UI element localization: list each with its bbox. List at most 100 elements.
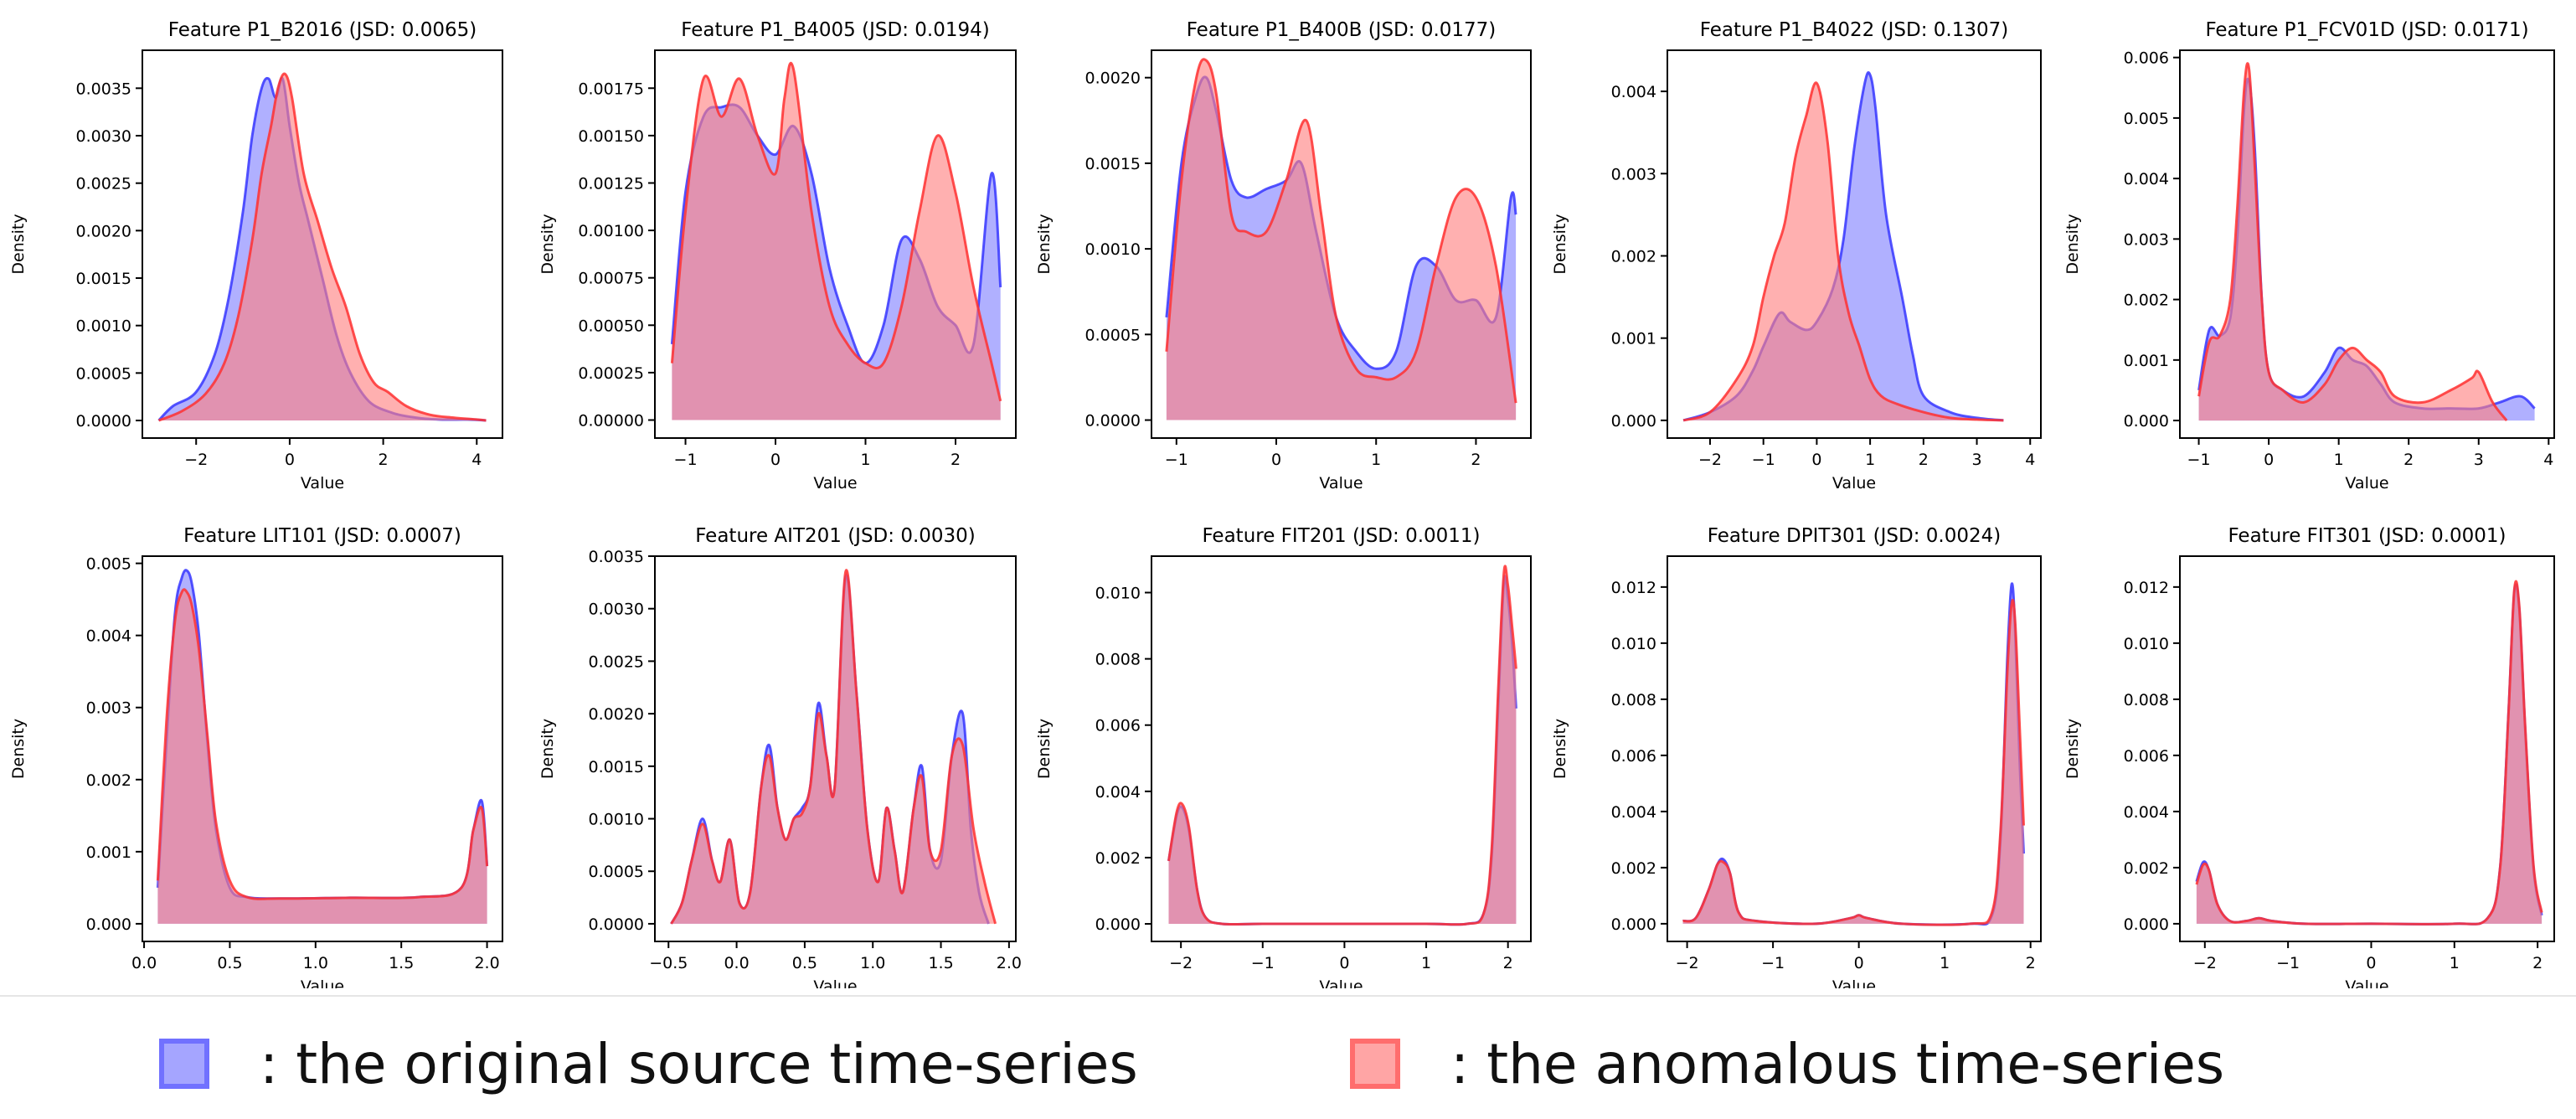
x-axis-label: Value [2345,977,2388,988]
subplot-title: Feature P1_FCV01D (JSD: 0.0171) [2205,19,2528,41]
kde-area-anomalous [158,74,487,420]
x-tick-label: 0 [1339,954,1349,972]
axes-frame [1667,49,2042,439]
x-tick-label: −0.5 [649,954,688,972]
y-tick-label: 0.006 [2124,747,2169,766]
subplot-title: Feature P1_B2016 (JSD: 0.0065) [168,19,477,41]
kde-line-anomalous [157,72,487,422]
legend-label-original: : the original source time-series [260,1031,1138,1096]
y-tick-label: 0.0000 [1085,412,1141,431]
x-axis-label: Value [813,977,857,988]
subplot-title: Feature FIT201 (JSD: 0.0011) [1202,525,1480,547]
y-tick-label: 0.008 [1611,691,1656,709]
y-tick-label: 0.002 [1095,849,1141,868]
y-tick-label: 0.004 [1095,783,1141,802]
x-tick-label: 0 [2366,954,2376,972]
x-tick-label: 3 [2474,451,2484,469]
y-tick-label: 0.003 [2124,230,2169,249]
subplot-title: Feature DPIT301 (JSD: 0.0024) [1708,525,2001,547]
x-tick-label: 3 [1971,451,1981,469]
subplot-9: −2 −1 0 1 2 0.000 0.002 0.004 0.006 0.008 0.010 0.0… [1551,525,2042,988]
subplot-6: 0.0 0.5 1.0 1.5 2.0 0.000 0.001 0.002 0.003 0.004… [9,525,503,988]
y-tick-label: 0.00150 [578,127,644,146]
axes-frame [1151,49,1532,439]
kde-line-original [1167,575,1517,926]
legend: : the original source time-series : the … [0,997,2576,1119]
kde-line-anomalous [2195,580,2543,926]
x-tick-label: 0.5 [792,954,817,972]
kde-area-anomalous [1166,59,1517,420]
x-tick-label: 2 [379,451,389,469]
x-tick-label: 2 [2403,451,2414,469]
subplot-title: Feature P1_B4005 (JSD: 0.0194) [681,19,989,41]
subplot-title: Feature P1_B400B (JSD: 0.0177) [1187,19,1497,41]
subplot-1: −2 0 2 4 0.0000 0.0005 0.0010 0.0015 0.0020 0.002… [9,19,503,492]
x-tick-label: 1.5 [389,954,414,972]
y-tick-label: 0.0010 [1085,240,1141,259]
y-tick-label: 0.002 [2124,291,2169,310]
kde-area-anomalous [1683,82,2004,420]
kde-area-anomalous [2198,63,2507,421]
y-axis-label: Density [9,719,28,779]
y-tick-label: 0.0000 [589,915,644,934]
kde-area-anomalous [672,63,1001,420]
kde-area-anomalous [2196,581,2543,925]
x-tick-label: 4 [2543,451,2553,469]
y-tick-label: 0.0015 [76,270,131,288]
kde-area-anomalous [1168,565,1517,925]
x-tick-label: 0.0 [724,954,749,972]
y-tick-label: 0.004 [86,627,131,646]
y-tick-label: 0.002 [1611,247,1656,266]
y-tick-label: 0.00125 [578,174,644,193]
kde-line-anomalous [670,569,997,925]
x-axis-label: Value [2345,474,2388,492]
y-axis-label: Density [1551,719,1569,779]
axes-frame [654,49,1017,439]
y-tick-label: 0.00000 [578,411,644,430]
x-axis-label: Value [301,474,344,492]
x-tick-label: 1.5 [928,954,953,972]
x-tick-label: 2 [1919,451,1929,469]
kde-area-anomalous [157,589,487,924]
x-tick-label: 2 [1471,451,1481,469]
axes-frame [2179,555,2555,942]
x-tick-label: 1 [860,451,870,469]
subplot-2: −1 0 1 2 0.00000 0.00025 0.00050 0.00075 0.00100… [538,19,1017,492]
x-tick-label: 0.0 [131,954,157,972]
kde-line-anomalous [1682,599,2025,926]
x-tick-label: 0 [1854,954,1864,972]
y-tick-label: 0.0035 [589,548,644,566]
y-tick-label: 0.0025 [589,652,644,671]
y-tick-label: 0.002 [2124,859,2169,878]
y-tick-label: 0.000 [2124,915,2169,934]
x-tick-label: 2 [951,451,961,469]
y-axis-label: Density [2063,719,2082,779]
kde-line-anomalous [1682,81,2004,422]
y-tick-label: 0.008 [1095,651,1141,669]
x-tick-label: −1 [1761,954,1785,972]
x-axis-label: Value [1319,474,1363,492]
y-tick-label: 0.00100 [578,222,644,240]
x-tick-label: −2 [1698,451,1722,469]
kde-area-original [2196,584,2543,925]
x-tick-label: 0 [1271,451,1281,469]
x-axis-label: Value [1319,977,1363,988]
x-tick-label: −1 [2276,954,2300,972]
y-tick-label: 0.004 [1611,803,1656,822]
kde-line-original [1682,582,2025,926]
y-tick-label: 0.012 [2124,579,2169,597]
kde-area-original [1168,575,1517,925]
y-tick-label: 0.0030 [589,601,644,619]
kde-line-original [2195,583,2543,926]
subplot-title: Feature LIT101 (JSD: 0.0007) [183,525,461,547]
x-axis-label: Value [1832,977,1876,988]
y-axis-label: Density [1035,214,1054,274]
axes-frame [2179,49,2555,439]
x-tick-label: 2 [2532,954,2543,972]
y-tick-label: 0.000 [1095,915,1141,934]
x-tick-label: 0 [2264,451,2274,469]
y-tick-label: 0.001 [86,843,131,862]
y-tick-label: 0.00175 [578,80,644,98]
x-tick-label: −2 [2193,954,2217,972]
y-tick-label: 0.001 [1611,330,1656,348]
